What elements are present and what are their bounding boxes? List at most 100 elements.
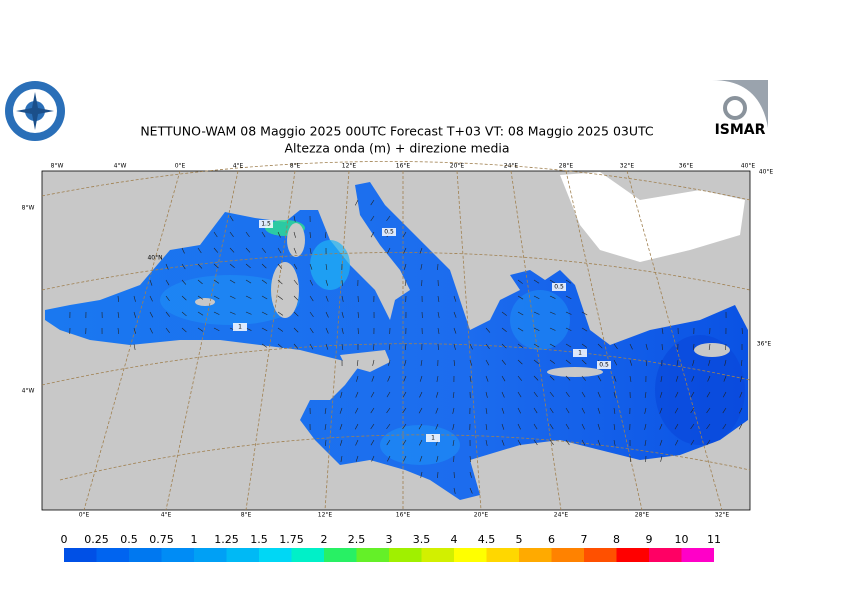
- direction-arrow: [355, 391, 359, 398]
- direction-arrow: [435, 391, 439, 398]
- legend-label: 4: [451, 533, 458, 546]
- direction-arrow: [533, 375, 539, 381]
- direction-arrow: [277, 343, 283, 349]
- direction-arrow: [517, 327, 524, 332]
- direction-arrow: [373, 343, 375, 350]
- meridian: [83, 170, 181, 511]
- direction-arrow: [597, 391, 601, 398]
- direction-arrow: [533, 343, 540, 348]
- direction-arrow: [261, 279, 268, 284]
- direction-arrow: [517, 391, 522, 398]
- map: [41, 161, 751, 511]
- direction-arrow: [293, 263, 298, 270]
- direction-arrow: [309, 343, 314, 350]
- contour-label-bg: [573, 349, 587, 357]
- direction-arrow: [690, 407, 695, 414]
- direction-arrow: [674, 423, 679, 430]
- direction-arrow: [309, 247, 312, 254]
- top-label: 8°E: [290, 163, 301, 170]
- direction-arrow: [309, 263, 313, 270]
- direction-arrow: [565, 343, 572, 348]
- direction-arrow: [437, 471, 439, 479]
- legend-label: 6: [548, 533, 555, 546]
- direction-arrow: [213, 247, 219, 253]
- logo-compass: [16, 92, 54, 130]
- direction-arrow: [549, 311, 556, 315]
- direction-arrow: [613, 359, 618, 366]
- direction-arrow: [453, 359, 456, 366]
- direction-arrow: [452, 423, 455, 430]
- direction-arrow: [469, 343, 473, 350]
- direction-arrow: [453, 327, 457, 334]
- direction-arrow: [659, 423, 663, 430]
- direction-arrow: [419, 375, 423, 382]
- direction-arrow: [469, 471, 472, 478]
- legend-swatch: [649, 548, 682, 562]
- legend-label: 0.25: [84, 533, 109, 546]
- legend-label: 11: [707, 533, 721, 546]
- direction-arrow: [660, 455, 663, 462]
- direction-arrow: [229, 231, 234, 238]
- direction-arrow: [565, 359, 571, 364]
- sea-band: [310, 240, 350, 290]
- logo-ring: [723, 96, 747, 120]
- legend-label: 1.75: [279, 533, 304, 546]
- direction-arrow: [436, 455, 439, 462]
- direction-arrow: [501, 359, 506, 365]
- direction-arrow: [706, 407, 711, 414]
- top-label: 36°E: [679, 163, 694, 170]
- legend-swatch: [616, 548, 649, 562]
- direction-arrow: [581, 439, 586, 446]
- direction-arrow: [549, 359, 555, 364]
- direction-arrow: [581, 343, 588, 348]
- direction-arrow: [501, 439, 505, 446]
- top-label: 4°E: [233, 163, 244, 170]
- direction-arrow: [293, 279, 298, 285]
- left-label: 8°W: [22, 205, 35, 212]
- top-label: 28°E: [559, 163, 574, 170]
- direction-arrow: [340, 439, 343, 446]
- direction-arrow: [197, 295, 204, 300]
- direction-arrow: [517, 375, 522, 381]
- direction-arrow: [293, 247, 297, 254]
- direction-arrow: [213, 295, 220, 300]
- direction-arrow: [708, 343, 711, 350]
- direction-arrow: [133, 343, 136, 350]
- direction-arrow: [403, 455, 407, 462]
- island: [547, 367, 603, 377]
- direction-arrow: [706, 391, 711, 398]
- direction-arrow: [261, 231, 266, 238]
- direction-arrow: [661, 343, 663, 351]
- direction-arrow: [722, 407, 727, 414]
- direction-arrow: [340, 455, 343, 462]
- contour-label: 1: [578, 350, 582, 357]
- direction-arrow: [501, 423, 505, 430]
- direction-arrow: [581, 311, 588, 316]
- direction-arrow: [197, 279, 203, 285]
- meridian: [510, 170, 562, 511]
- direction-arrow: [277, 231, 281, 238]
- direction-arrow: [261, 247, 266, 253]
- direction-arrow: [581, 375, 586, 381]
- legend-label: 5: [516, 533, 523, 546]
- direction-arrow: [645, 343, 648, 350]
- contour-label-bg: [259, 220, 273, 228]
- direction-arrow: [372, 359, 375, 366]
- direction-arrow: [117, 311, 120, 318]
- legend-label: 1: [191, 533, 198, 546]
- direction-arrow: [261, 295, 268, 300]
- direction-arrow: [533, 391, 538, 398]
- direction-arrow: [181, 279, 187, 285]
- direction-arrow: [644, 423, 647, 430]
- direction-arrow: [277, 327, 284, 332]
- direction-arrow: [437, 311, 440, 318]
- direction-arrow: [485, 327, 491, 333]
- direction-arrow: [740, 375, 743, 382]
- direction-arrow: [533, 327, 540, 331]
- legend-label: 3: [386, 533, 393, 546]
- direction-arrow: [597, 343, 603, 349]
- direction-arrow: [261, 311, 268, 316]
- top-label: 0°E: [175, 163, 186, 170]
- meridian: [245, 170, 296, 511]
- island: [694, 343, 730, 357]
